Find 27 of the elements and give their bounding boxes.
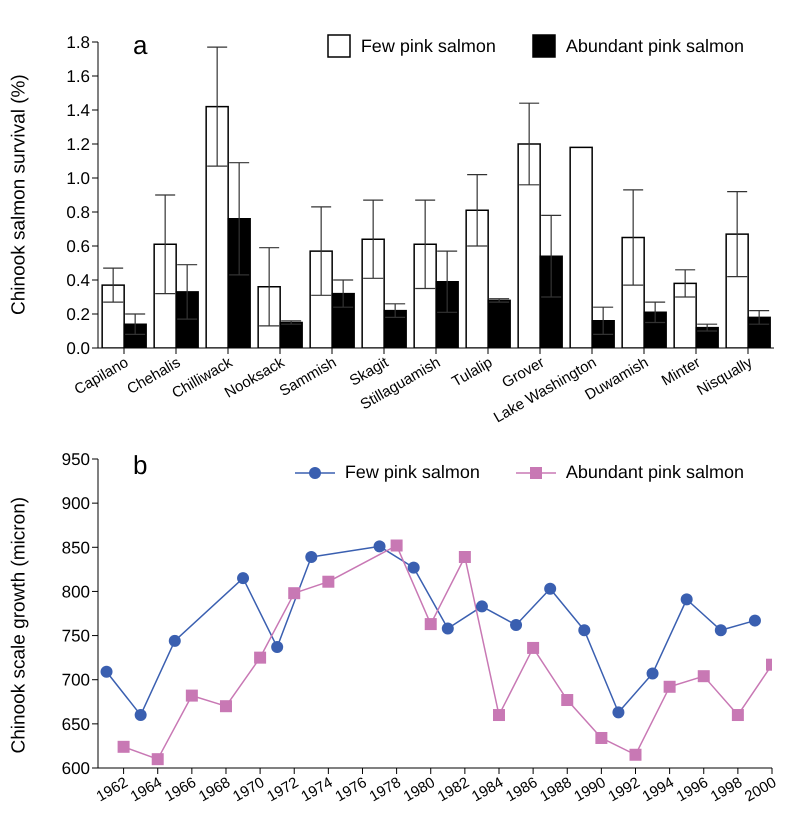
legend-label: Few pink salmon <box>360 36 496 56</box>
legend-label: Few pink salmon <box>344 462 480 483</box>
y-tick-label: 650 <box>62 714 90 734</box>
y-tick-label: 700 <box>62 670 90 690</box>
annotation: b <box>133 450 148 481</box>
y-tick-label: 900 <box>62 494 90 514</box>
y-tick-label: 0.0 <box>66 339 90 358</box>
y-tick-label: 0.6 <box>66 237 90 256</box>
y-tick-label: 800 <box>62 582 90 602</box>
y-axis-title: Chinook scale growth (micron) <box>8 496 30 754</box>
y-tick-label: 750 <box>62 626 90 646</box>
y-tick-label: 1.0 <box>66 169 90 188</box>
y-tick-label: 0.8 <box>66 203 90 222</box>
x-tick-label: Tulalip <box>449 354 496 391</box>
y-tick-label: 1.2 <box>66 135 90 154</box>
legend-label: Abundant pink salmon <box>566 462 744 483</box>
y-tick-label: 600 <box>62 759 90 778</box>
y-tick-label: 850 <box>62 538 90 558</box>
y-tick-label: 0.2 <box>66 305 90 324</box>
y-tick-label: 950 <box>62 450 90 470</box>
y-axis-title: Chinook salmon survival (%) <box>8 74 30 315</box>
annotation: a <box>133 30 148 61</box>
y-tick-label: 1.8 <box>66 33 90 52</box>
y-tick-label: 1.6 <box>66 67 90 86</box>
y-tick-label: 0.4 <box>66 271 90 290</box>
legend-label: Abundant pink salmon <box>566 36 744 56</box>
y-tick-label: 1.4 <box>66 101 90 120</box>
